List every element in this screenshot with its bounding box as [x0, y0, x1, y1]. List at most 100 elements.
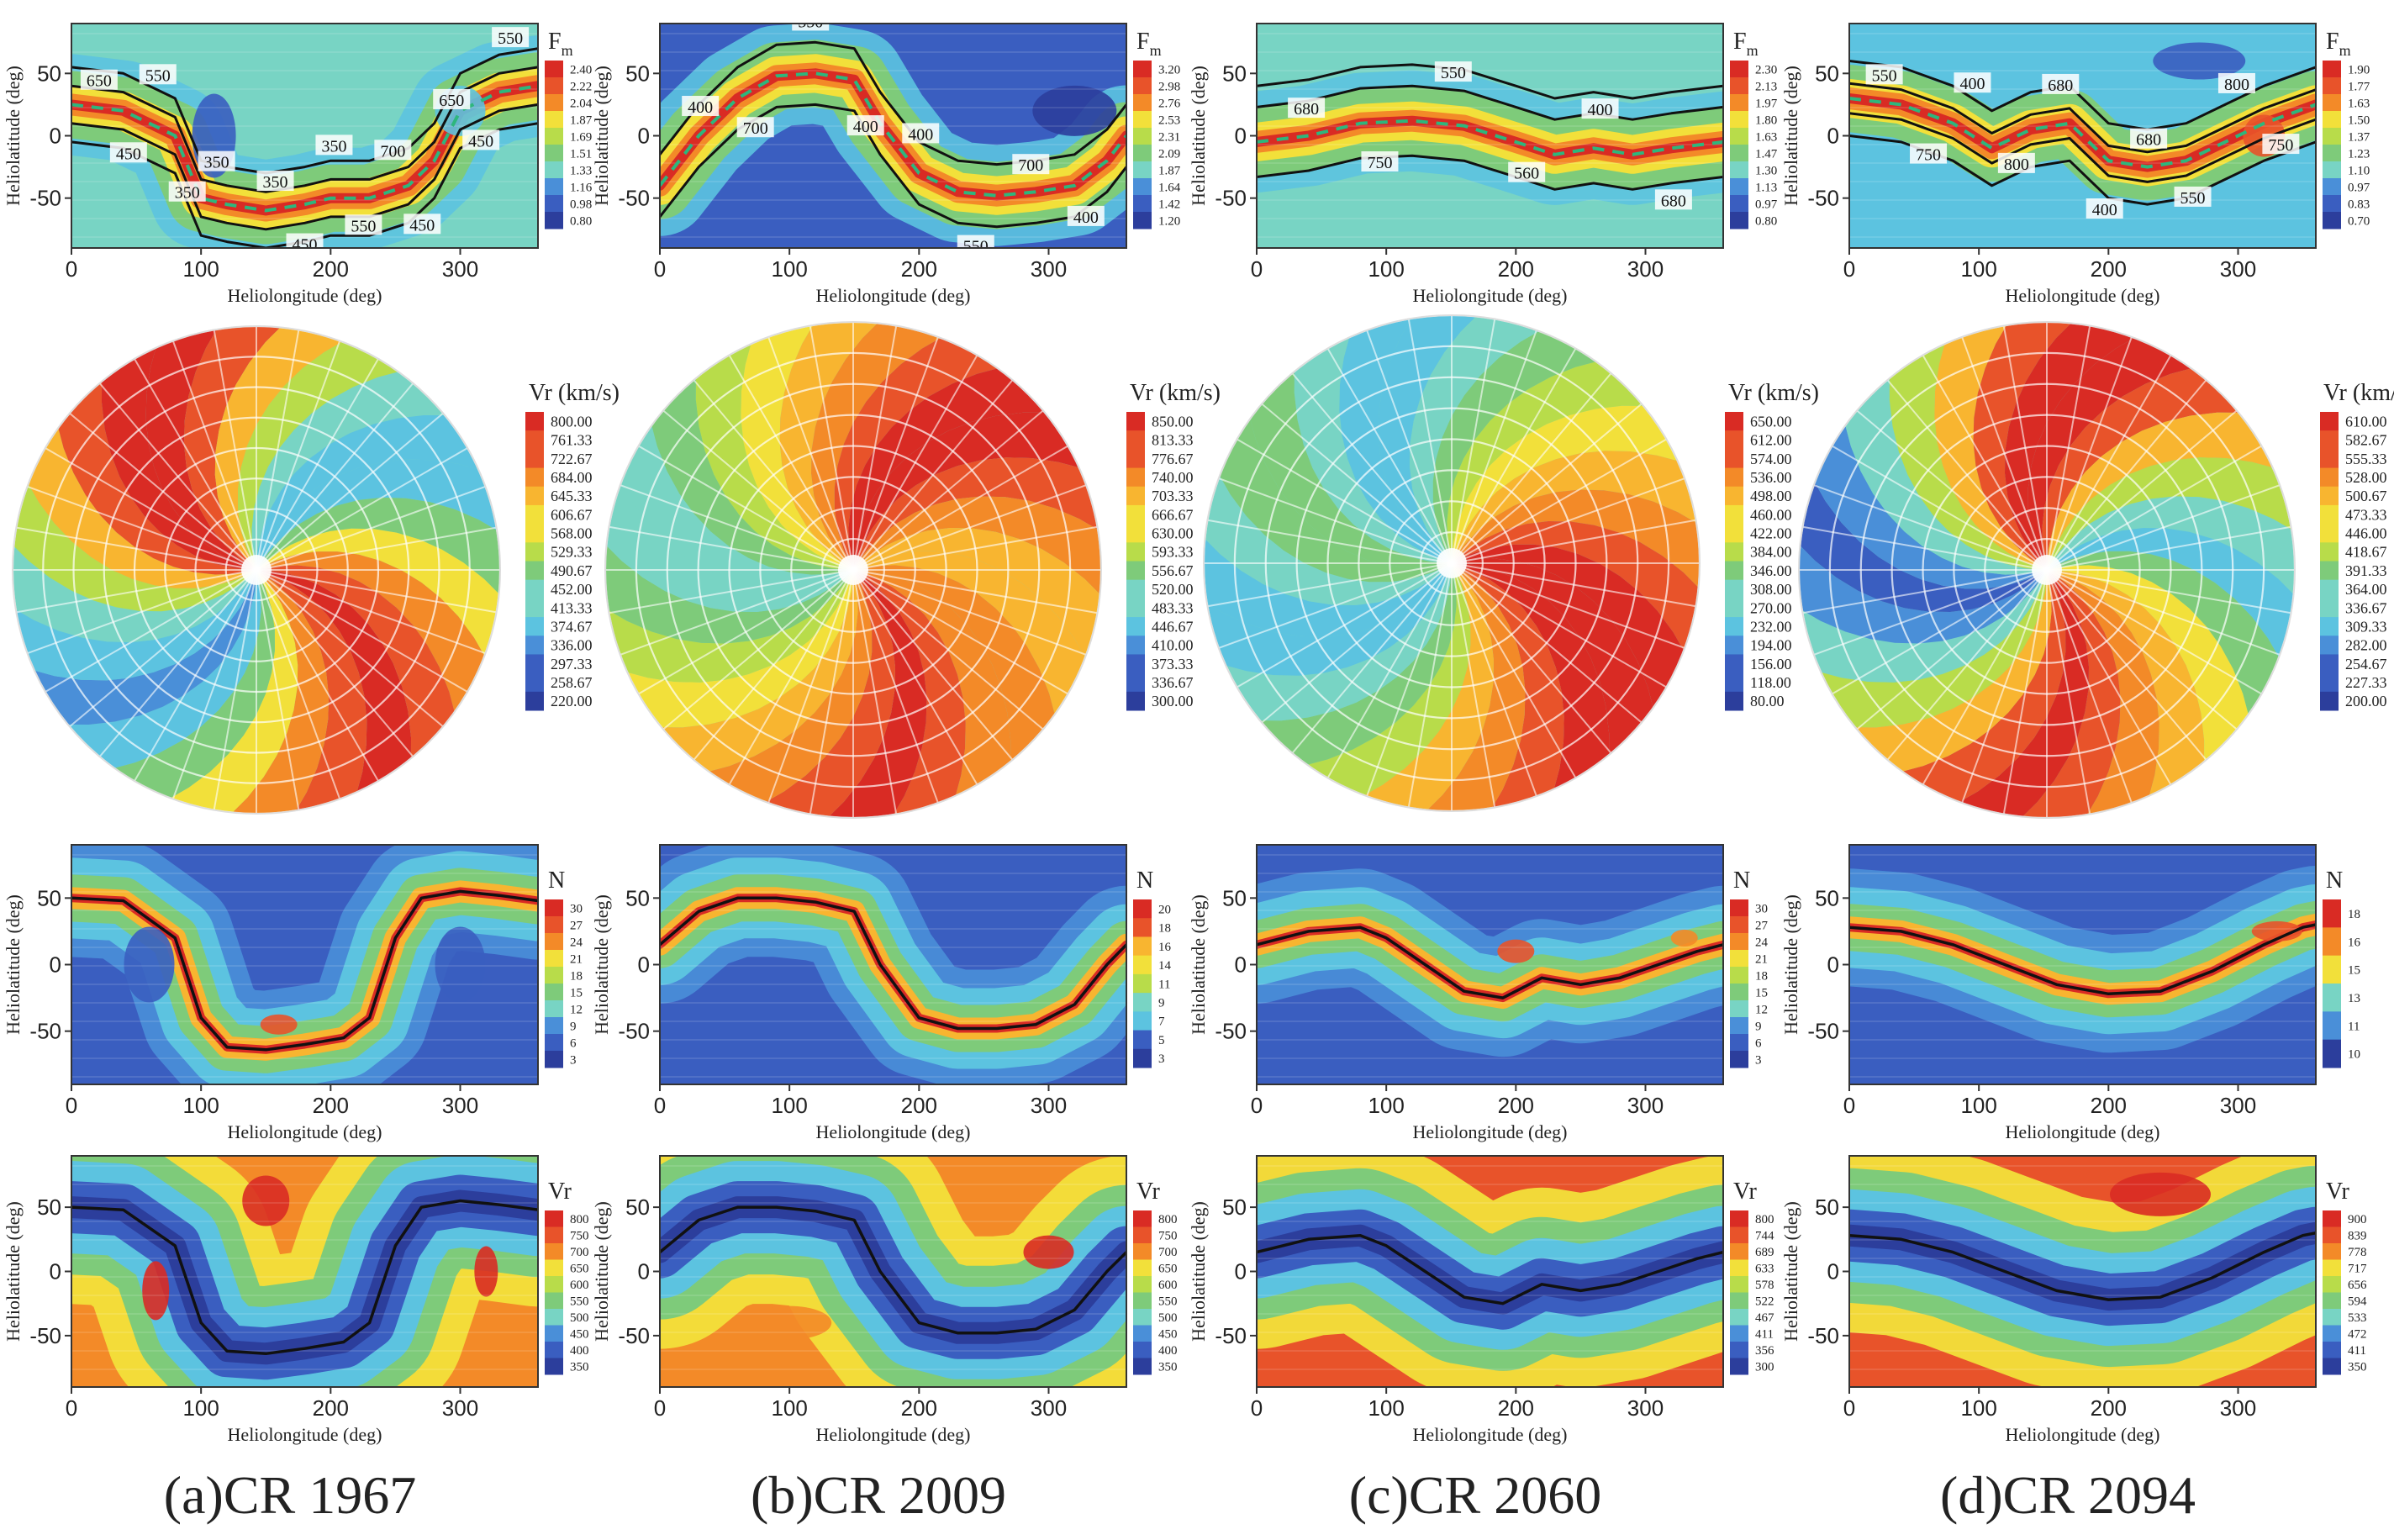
n-b-xtick-label: 100	[771, 1093, 807, 1118]
polar-b-sector	[605, 477, 853, 612]
vr-a-colorbar-swatch	[545, 1226, 563, 1244]
vr-d-ytick-label: 50	[1815, 1195, 1839, 1220]
polar-c-colorbar-tick: 156.00	[1750, 656, 1792, 672]
polar-d-sector	[2047, 570, 2159, 818]
polar-b-sector	[620, 570, 853, 728]
polar-d-sector	[1896, 570, 2066, 805]
fm-b-xtick-label: 200	[901, 256, 937, 282]
polar-c-colorbar-swatch	[1725, 617, 1743, 636]
n-a-xtick-label: 300	[442, 1093, 478, 1118]
fm-a-colorbar-swatch	[545, 94, 563, 112]
vr-a-colorbar-title: Vr	[548, 1179, 572, 1205]
vr-c-colorbar-swatch	[1730, 1259, 1748, 1277]
vr-b-xtick-label: 100	[771, 1395, 807, 1421]
fm-d-ytick-label: -50	[1807, 186, 1839, 211]
fm-d-contour-label-bg	[2217, 72, 2255, 93]
fm-c-colorbar-swatch	[1730, 145, 1748, 162]
n-c-xtick-label: 200	[1498, 1093, 1534, 1118]
polar-d-grid-spoke	[1832, 445, 2048, 571]
fm-a-colorbar-swatch	[545, 178, 563, 196]
vr-d-colorbar-tick: 900	[2348, 1213, 2367, 1226]
fm-d-colorbar-tick: 1.90	[2348, 63, 2370, 76]
fm-c-colorbar-swatch	[1730, 77, 1748, 95]
n-c-ylabel: Heliolatitude (deg)	[1188, 894, 1209, 1035]
polar-d-grid-spoke	[1922, 355, 2048, 571]
fm-d-colorbar-tick: 1.37	[2348, 130, 2370, 144]
n-c-colorbar-swatch	[1730, 1017, 1748, 1035]
polar-b-grid-spoke	[852, 569, 939, 804]
fm-a-colorbar-tick: 2.40	[570, 63, 592, 76]
vr-b-colorbar-swatch	[1133, 1309, 1152, 1326]
fm-d-colorbar-tick: 1.10	[2348, 164, 2370, 177]
polar-d-grid-spoke	[1802, 525, 2048, 571]
polar-c-colorbar-swatch	[1725, 504, 1743, 525]
fm-d-colorbar-swatch	[2323, 77, 2341, 95]
n-c-xtick-label: 100	[1368, 1093, 1404, 1118]
polar-a-sector	[256, 528, 500, 662]
fm-d-blob	[2153, 42, 2246, 80]
n-b-colorbar-tick: 11	[1158, 978, 1170, 991]
fm-d-xtick-label: 200	[2091, 256, 2127, 282]
n-a-colorbar-tick: 9	[570, 1020, 577, 1033]
polar-b-colorbar-swatch	[1126, 561, 1145, 581]
fm-a-contour-label: 350	[263, 173, 288, 192]
fm-d-contour-label: 680	[2048, 76, 2073, 95]
fm-c-contour-label-bg	[1508, 161, 1546, 182]
polar-c-sector	[1253, 563, 1457, 767]
polar-d-colorbar-title: Vr (km/s)	[2323, 380, 2394, 406]
vr-d-colorbar-swatch	[2323, 1342, 2341, 1358]
polar-b-colorbar: 850.00 813.33 776.67 740.00 703.33 666.67 630.…	[1126, 380, 1221, 711]
fm-c-contour-label: 680	[1661, 192, 1686, 210]
vr-a-current-sheet	[71, 1199, 538, 1356]
fm-c-colorbar-swatch	[1730, 195, 1748, 213]
polar-b-colorbar-tick: 666.67	[1152, 506, 1194, 523]
fm-b-colorbar: 3.20 2.98 2.76 2.53 2.31 2.09 1.87 1.64 1.42 1.20…	[1133, 29, 1181, 229]
fm-c-contour-label: 750	[1367, 154, 1392, 172]
polar-d-sector	[2047, 412, 2280, 570]
vr-b-colorbar-swatch	[1133, 1210, 1152, 1227]
n-a-blob	[435, 926, 486, 1003]
column-caption-d: (d)CR 2094	[1940, 1465, 2196, 1525]
vr-b-xtick-label: 0	[654, 1395, 666, 1421]
fm-c-colorbar-swatch	[1730, 128, 1748, 145]
fm-a-contour-label: 350	[321, 137, 346, 156]
polar-c-sector	[1447, 360, 1650, 563]
n-a-xtick-label: 200	[313, 1093, 349, 1118]
n-a-plot	[71, 845, 538, 1084]
polar-a-colorbar: 800.00 761.33 722.67 684.00 645.33 606.67 568.…	[525, 380, 620, 711]
fm-b-colorbar-swatch	[1133, 212, 1152, 229]
n-b-colorbar-swatch	[1133, 955, 1152, 975]
fm-b-colorbar-tick: 2.53	[1158, 113, 1180, 127]
vr-a-colorbar-tick: 350	[570, 1361, 589, 1374]
polar-c-grid-spoke	[1218, 477, 1453, 564]
polar-b-grid-spoke	[852, 445, 1068, 571]
vr-d-blob	[2110, 1172, 2211, 1216]
fm-a-contour-label-bg	[256, 171, 294, 192]
polar-b-grid-spoke	[638, 569, 854, 695]
fm-b-colorbar-swatch	[1133, 195, 1152, 213]
polar-a-grid-spoke	[256, 569, 341, 799]
polar-a-colorbar-tick: 529.33	[551, 544, 593, 561]
n-c-blob	[1497, 939, 1535, 963]
fm-c-contour-line	[1257, 63, 1723, 100]
fm-a-contour-label: 700	[234, 251, 259, 270]
n-b-colorbar-swatch	[1133, 899, 1152, 919]
fm-b-colorbar-tick: 1.64	[1158, 181, 1181, 194]
n-d-colorbar-swatch	[2323, 1011, 2341, 1041]
fm-d-colorbar-tick: 0.70	[2348, 214, 2370, 228]
fm-b-xtick-label: 0	[654, 256, 666, 282]
fm-a-neutral-line	[71, 84, 538, 213]
n-a-axes: 0 100 200 300 -50 0 50 Heliolongitude (deg) Heli…	[3, 844, 539, 1142]
column-caption-b: (b)CR 2009	[751, 1465, 1006, 1525]
polar-d-grid-spoke	[1961, 569, 2048, 804]
fm-a-colorbar-swatch	[545, 161, 563, 179]
fm-c-colorbar-tick: 0.97	[1755, 198, 1778, 211]
n-a-ytick-label: 0	[50, 952, 61, 978]
fm-a-contour-label: 550	[498, 29, 523, 48]
polar-d-grid-spoke	[1832, 569, 2048, 695]
fm-a-contour-label-bg	[228, 249, 265, 269]
polar-a-colorbar-swatch	[525, 561, 544, 581]
fm-a-contour-label-bg	[198, 150, 235, 171]
polar-d-colorbar-swatch	[2320, 598, 2339, 618]
